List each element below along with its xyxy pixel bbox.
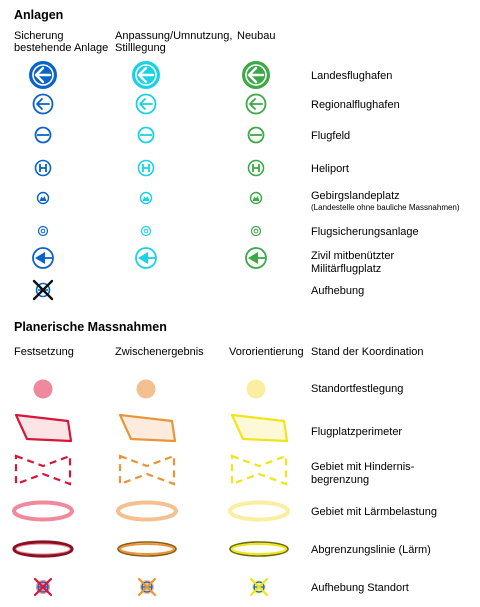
regionalflughafen-icon-blue — [32, 93, 54, 115]
hindernis-icon-zwischenergebnis — [118, 454, 176, 486]
label-laermbelastung: Gebiet mit Lärmbelastung — [311, 506, 437, 518]
aufhebung-icon — [32, 279, 54, 301]
flugsicherung-icon-blue — [37, 225, 49, 237]
col-stand-koordination: Stand der Koordination — [311, 346, 424, 358]
heliport-icon-green — [247, 159, 265, 177]
regionalflughafen-icon-green — [245, 93, 267, 115]
col-anpassung-line1: Anpassung/Umnutzung, — [115, 30, 233, 42]
label-militaer-line1: Zivil mitbenützter — [311, 250, 395, 262]
aufhebung-standort-icon-zwischenergebnis — [137, 577, 157, 597]
label-aufhebung: Aufhebung — [311, 285, 365, 297]
gebirgslandeplatz-icon-blue — [36, 191, 50, 205]
laerm-ring-icon-festsetzung — [12, 500, 74, 522]
massnahmen-symbols — [12, 379, 290, 597]
col-zwischenergebnis: Zwischenergebnis — [115, 346, 204, 358]
heliport-icon-cyan — [137, 159, 155, 177]
gebirgslandeplatz-icon-cyan — [139, 191, 153, 205]
label-aufhebung-standort: Aufhebung Standort — [311, 582, 409, 594]
massnahmen-heading: Planerische Massnahmen — [14, 320, 167, 334]
aufhebung-standort-icon-festsetzung — [33, 577, 53, 597]
laerm-line-icon-vororientierung — [229, 541, 289, 557]
aufhebung-standort-icon-vororientierung — [249, 577, 269, 597]
flugsicherung-icon-green — [250, 225, 262, 237]
laerm-ring-icon-zwischenergebnis — [116, 500, 178, 522]
regionalflughafen-icon-cyan — [135, 93, 157, 115]
hindernis-icon-festsetzung — [14, 454, 72, 486]
label-flugfeld: Flugfeld — [311, 130, 351, 142]
flugfeld-icon-cyan — [137, 126, 155, 144]
note-gebirgslandeplatz: (Landestelle ohne bauliche Massnahmen) — [311, 203, 460, 212]
col-vororientierung: Vororientierung — [229, 346, 304, 358]
dot-icon-vororientierung — [246, 379, 266, 399]
col-festsetzung: Festsetzung — [14, 346, 74, 358]
hindernis-icon-vororientierung — [230, 454, 288, 486]
laerm-line-icon-zwischenergebnis — [117, 541, 177, 557]
perimeter-icon-vororientierung — [230, 413, 289, 443]
gebirgslandeplatz-icon-green — [249, 191, 263, 205]
label-militaer-line2: Militärflugplatz — [311, 263, 382, 275]
label-flugplatzperimeter: Flugplatzperimeter — [311, 426, 403, 438]
perimeter-icon-festsetzung — [14, 413, 73, 443]
label-abgrenzungslinie: Abgrenzungslinie (Lärm) — [311, 544, 431, 556]
landesflughafen-icon-blue — [29, 61, 57, 89]
label-regionalflughafen: Regionalflughafen — [311, 99, 400, 111]
flugsicherung-icon-cyan — [140, 225, 152, 237]
militaerflugplatz-icon-cyan — [135, 247, 157, 269]
anlagen-symbols — [29, 61, 270, 301]
laerm-line-icon-festsetzung — [12, 540, 74, 558]
laerm-ring-icon-vororientierung — [228, 500, 290, 522]
label-hindernis-line1: Gebiet mit Hindernis- — [311, 461, 415, 473]
landesflughafen-icon-cyan — [132, 61, 160, 89]
militaerflugplatz-icon-blue — [32, 247, 54, 269]
heliport-icon-blue — [34, 159, 52, 177]
landesflughafen-icon-green — [242, 61, 270, 89]
col-anpassung-line2: Stilllegung — [115, 42, 166, 54]
label-standortfestlegung: Standortfestlegung — [311, 383, 404, 395]
label-heliport: Heliport — [311, 163, 349, 175]
label-flugsicherung: Flugsicherungsanlage — [311, 226, 419, 238]
label-landesflughafen: Landesflughafen — [311, 70, 393, 82]
col-sicherung-line2: bestehende Anlage — [14, 42, 109, 54]
perimeter-icon-zwischenergebnis — [118, 413, 177, 443]
label-gebirgslandeplatz: Gebirgslandeplatz — [311, 190, 400, 202]
anlagen-heading: Anlagen — [14, 8, 64, 22]
dot-icon-festsetzung — [33, 379, 53, 399]
flugfeld-icon-blue — [34, 126, 52, 144]
col-sicherung-line1: Sicherung — [14, 30, 64, 42]
dot-icon-zwischenergebnis — [136, 379, 156, 399]
flugfeld-icon-green — [247, 126, 265, 144]
militaerflugplatz-icon-green — [245, 247, 267, 269]
col-neubau: Neubau — [237, 30, 276, 42]
label-hindernis-line2: begrenzung — [311, 474, 370, 486]
